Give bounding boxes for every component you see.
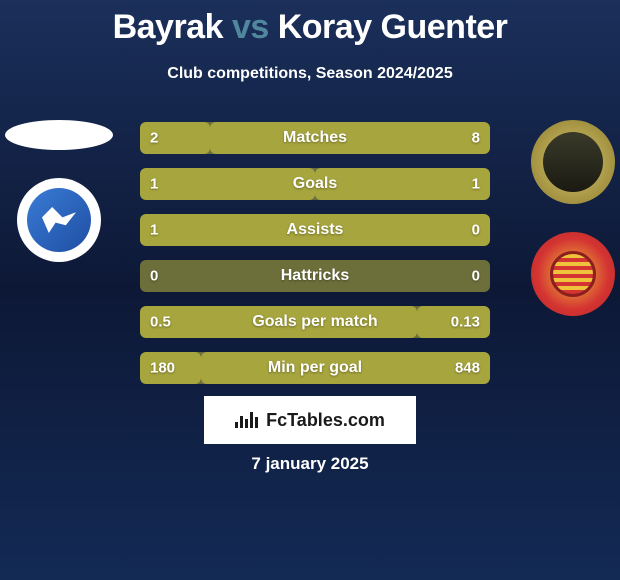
stat-value-left: 1 — [150, 176, 158, 193]
stat-value-left: 180 — [150, 360, 175, 377]
goztepe-icon — [550, 251, 596, 297]
stat-value-right: 0 — [472, 268, 480, 285]
footer-brand: FcTables.com — [204, 396, 416, 444]
right-avatars — [531, 120, 615, 316]
stat-label: Assists — [287, 221, 344, 239]
stat-value-left: 0.5 — [150, 314, 171, 331]
brand-text: FcTables.com — [266, 410, 385, 431]
bar-fill-right — [210, 122, 490, 154]
page-title: Bayrak vs Koray Guenter — [0, 0, 620, 47]
player1-name: Bayrak — [113, 8, 223, 46]
bar-fill-right — [315, 168, 490, 200]
stat-label: Hattricks — [281, 267, 349, 285]
stat-value-left: 0 — [150, 268, 158, 285]
stat-value-right: 1 — [472, 176, 480, 193]
player2-name: Koray Guenter — [278, 8, 508, 46]
player1-clublogo — [17, 178, 101, 262]
stat-value-left: 2 — [150, 130, 158, 147]
stat-label: Goals per match — [252, 313, 377, 331]
stat-value-left: 1 — [150, 222, 158, 239]
footer-date: 7 january 2025 — [0, 454, 620, 474]
stat-value-right: 0 — [472, 222, 480, 239]
chart-icon — [235, 412, 258, 428]
stat-value-right: 0.13 — [451, 314, 480, 331]
vs-separator: vs — [232, 8, 269, 46]
stat-row: Goals 1 1 — [140, 168, 490, 200]
stat-label: Matches — [283, 129, 347, 147]
subtitle: Club competitions, Season 2024/2025 — [0, 65, 620, 83]
stat-row: Min per goal 180 848 — [140, 352, 490, 384]
bar-fill-left — [140, 168, 315, 200]
left-avatars — [5, 120, 113, 262]
erzurumspor-icon — [27, 188, 91, 252]
eagle-icon — [42, 207, 76, 233]
stat-row: Matches 2 8 — [140, 122, 490, 154]
stat-label: Min per goal — [268, 359, 362, 377]
stat-label: Goals — [293, 175, 337, 193]
stat-value-right: 8 — [472, 130, 480, 147]
stat-row: Goals per match 0.5 0.13 — [140, 306, 490, 338]
player2-avatar — [531, 120, 615, 204]
player1-avatar — [5, 120, 113, 150]
stat-value-right: 848 — [455, 360, 480, 377]
stat-row: Assists 1 0 — [140, 214, 490, 246]
player2-clublogo — [531, 232, 615, 316]
stat-row: Hattricks 0 0 — [140, 260, 490, 292]
player-silhouette-icon — [543, 132, 603, 192]
comparison-bars: Matches 2 8 Goals 1 1 Assists 1 0 Hattricks 0 0 Goal… — [140, 122, 490, 398]
